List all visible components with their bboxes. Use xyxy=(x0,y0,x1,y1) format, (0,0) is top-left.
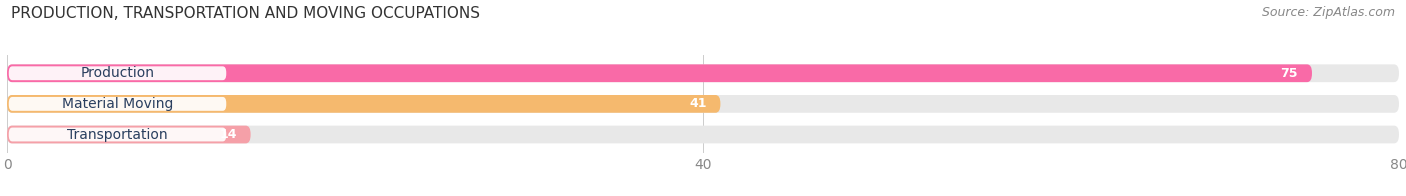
Text: 75: 75 xyxy=(1281,67,1298,80)
Text: 41: 41 xyxy=(689,97,706,110)
FancyBboxPatch shape xyxy=(7,95,1399,113)
Text: PRODUCTION, TRANSPORTATION AND MOVING OCCUPATIONS: PRODUCTION, TRANSPORTATION AND MOVING OC… xyxy=(11,6,481,21)
Text: Transportation: Transportation xyxy=(67,128,167,142)
FancyBboxPatch shape xyxy=(7,126,250,143)
Text: Production: Production xyxy=(80,66,155,80)
FancyBboxPatch shape xyxy=(7,95,720,113)
FancyBboxPatch shape xyxy=(8,97,226,111)
FancyBboxPatch shape xyxy=(7,64,1399,82)
FancyBboxPatch shape xyxy=(7,64,1312,82)
Text: Source: ZipAtlas.com: Source: ZipAtlas.com xyxy=(1261,6,1395,19)
Text: Material Moving: Material Moving xyxy=(62,97,173,111)
Text: 14: 14 xyxy=(219,128,236,141)
FancyBboxPatch shape xyxy=(7,126,1399,143)
FancyBboxPatch shape xyxy=(8,66,226,80)
FancyBboxPatch shape xyxy=(8,128,226,142)
